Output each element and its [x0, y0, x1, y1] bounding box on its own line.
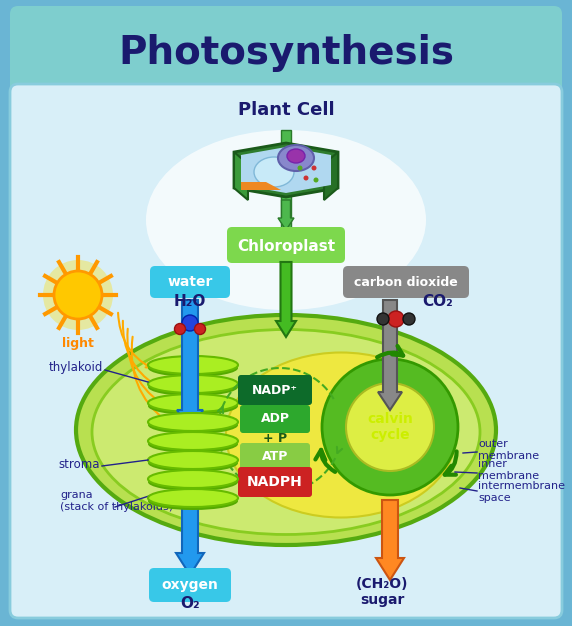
FancyBboxPatch shape	[227, 227, 345, 263]
Circle shape	[322, 359, 458, 495]
Ellipse shape	[148, 470, 238, 488]
Ellipse shape	[148, 375, 238, 393]
FancyBboxPatch shape	[238, 467, 312, 497]
Circle shape	[297, 165, 303, 170]
FancyBboxPatch shape	[10, 6, 562, 94]
Ellipse shape	[148, 489, 238, 507]
FancyBboxPatch shape	[10, 84, 562, 618]
Ellipse shape	[148, 451, 238, 469]
Text: + P: + P	[263, 431, 287, 444]
Text: water: water	[168, 275, 213, 289]
Circle shape	[313, 178, 319, 183]
FancyBboxPatch shape	[240, 405, 310, 433]
Circle shape	[304, 175, 308, 180]
Ellipse shape	[148, 473, 238, 491]
Ellipse shape	[148, 359, 238, 377]
FancyArrow shape	[376, 500, 404, 580]
Text: inner
membrane: inner membrane	[478, 459, 539, 481]
Polygon shape	[241, 182, 281, 190]
Text: stroma: stroma	[58, 458, 100, 471]
Ellipse shape	[92, 329, 480, 535]
FancyBboxPatch shape	[149, 568, 231, 602]
Circle shape	[191, 494, 203, 506]
FancyArrow shape	[278, 200, 294, 230]
Text: thylakoid: thylakoid	[49, 361, 103, 374]
Polygon shape	[324, 152, 338, 200]
Text: carbon dioxide: carbon dioxide	[354, 275, 458, 289]
Circle shape	[312, 165, 316, 170]
FancyBboxPatch shape	[150, 266, 230, 298]
Circle shape	[346, 383, 434, 471]
Ellipse shape	[148, 432, 238, 450]
Ellipse shape	[148, 378, 238, 396]
Circle shape	[174, 324, 185, 334]
Circle shape	[177, 494, 189, 506]
Ellipse shape	[148, 397, 238, 415]
Bar	[281, 130, 291, 250]
Circle shape	[54, 271, 102, 319]
Text: oxygen: oxygen	[161, 578, 219, 592]
Text: intermembrane
space: intermembrane space	[478, 481, 565, 503]
Text: grana
(stack of thylakoids): grana (stack of thylakoids)	[60, 490, 173, 511]
Polygon shape	[234, 152, 248, 200]
Text: H₂O: H₂O	[174, 294, 206, 309]
Ellipse shape	[148, 413, 238, 431]
Ellipse shape	[148, 492, 238, 510]
Ellipse shape	[148, 394, 238, 412]
Circle shape	[194, 324, 205, 334]
FancyBboxPatch shape	[240, 443, 310, 471]
Circle shape	[43, 260, 113, 330]
FancyArrow shape	[378, 300, 402, 410]
FancyArrow shape	[176, 500, 204, 575]
Ellipse shape	[148, 454, 238, 472]
Circle shape	[182, 315, 198, 331]
Text: O₂: O₂	[180, 597, 200, 612]
Circle shape	[377, 313, 389, 325]
Text: Chloroplast: Chloroplast	[237, 239, 335, 254]
Text: light: light	[62, 337, 94, 349]
FancyBboxPatch shape	[343, 266, 469, 298]
FancyArrow shape	[276, 262, 296, 337]
Text: NADPH: NADPH	[247, 475, 303, 489]
Ellipse shape	[148, 435, 238, 453]
Ellipse shape	[148, 416, 238, 434]
FancyBboxPatch shape	[238, 375, 312, 405]
Ellipse shape	[254, 157, 294, 187]
Ellipse shape	[146, 130, 426, 310]
Text: CO₂: CO₂	[423, 294, 454, 309]
Text: Plant Cell: Plant Cell	[238, 101, 334, 119]
Text: (CH₂O)
sugar: (CH₂O) sugar	[356, 577, 408, 607]
Ellipse shape	[76, 315, 496, 545]
Circle shape	[388, 311, 404, 327]
Text: ADP: ADP	[260, 413, 289, 426]
Ellipse shape	[148, 356, 238, 374]
Ellipse shape	[278, 145, 314, 171]
Text: Photosynthesis: Photosynthesis	[118, 34, 454, 72]
Text: outer
membrane: outer membrane	[478, 439, 539, 461]
Text: calvin
cycle: calvin cycle	[367, 412, 413, 442]
Text: ATP: ATP	[262, 451, 288, 463]
Polygon shape	[241, 147, 331, 193]
Polygon shape	[234, 143, 338, 197]
FancyArrow shape	[177, 300, 203, 430]
Text: NADP⁺: NADP⁺	[252, 384, 298, 396]
Ellipse shape	[226, 352, 456, 518]
Ellipse shape	[287, 149, 305, 163]
Circle shape	[403, 313, 415, 325]
